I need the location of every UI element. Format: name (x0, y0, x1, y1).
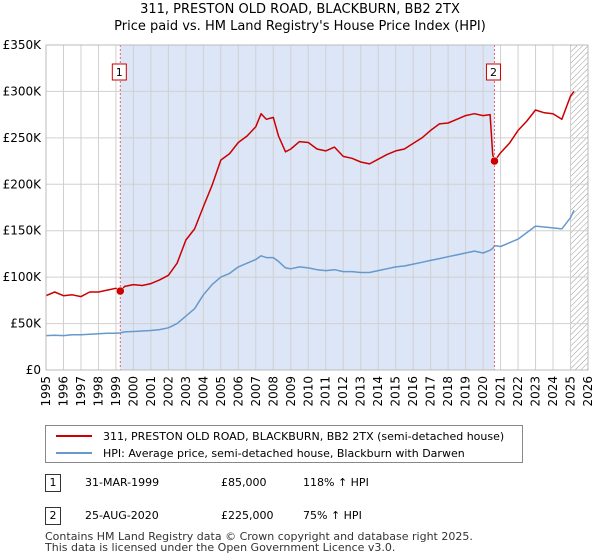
x-tick-label: 2005 (214, 376, 228, 407)
sale-point (490, 156, 499, 166)
sale-date: 31-MAR-1999 (85, 476, 160, 489)
y-tick-label: £350K (3, 38, 43, 52)
legend-item-property: 311, PRESTON OLD ROAD, BLACKBURN, BB2 2T… (56, 428, 504, 444)
sale-number-badge: 2 (45, 507, 61, 525)
x-tick-label: 2001 (144, 376, 158, 407)
x-tick-label: 1996 (56, 376, 70, 407)
x-tick-label: 2017 (424, 376, 438, 407)
y-tick-label: £0 (26, 363, 41, 377)
x-tick-label: 2007 (249, 376, 263, 407)
x-tick-label: 2013 (354, 376, 368, 407)
sale-row: 1 31-MAR-1999 £85,000 118% ↑ HPI (45, 474, 445, 494)
x-tick-label: 2010 (301, 376, 315, 407)
x-tick-label: 1998 (91, 376, 105, 407)
sale-hpi-change: 75% ↑ HPI (303, 509, 362, 522)
chart-title-line1: 311, PRESTON OLD ROAD, BLACKBURN, BB2 2T… (140, 2, 460, 17)
x-tick-label: 2000 (126, 376, 140, 407)
hpi-line (45, 209, 575, 337)
sale-hpi-change: 118% ↑ HPI (303, 476, 369, 489)
x-tick-label: 2014 (371, 376, 385, 407)
y-tick-label: £200K (3, 177, 43, 191)
legend-line-property (56, 435, 92, 437)
sale-point (116, 286, 125, 296)
y-tick-label: £150K (3, 224, 43, 238)
property-price-line (45, 90, 575, 298)
footer-copyright: Contains HM Land Registry data © Crown c… (45, 530, 473, 543)
y-tick-label: £300K (3, 84, 43, 98)
x-tick-label: 2022 (511, 376, 525, 407)
x-tick-label: 2011 (319, 376, 333, 407)
y-tick-label: £100K (3, 270, 43, 284)
ownership-highlight-band (120, 45, 495, 370)
x-tick-label: 2004 (196, 376, 210, 407)
footer: Contains HM Land Registry data © Crown c… (45, 531, 473, 553)
sale-number-badge: 1 (45, 474, 61, 492)
x-tick-label: 2018 (441, 376, 455, 407)
x-tick-label: 1999 (109, 376, 123, 407)
sale-price: £225,000 (221, 509, 274, 522)
sale-marker-box (111, 63, 127, 81)
sale-marker-label: 1 (116, 66, 123, 79)
chart-title-line2: Price paid vs. HM Land Registry's House … (114, 19, 486, 34)
x-tick-label: 2015 (389, 376, 403, 407)
x-tick-label: 2021 (494, 376, 508, 407)
legend-item-hpi: HPI: Average price, semi-detached house,… (56, 445, 465, 461)
x-tick-label: 2006 (231, 376, 245, 407)
x-tick-label: 2012 (336, 376, 350, 407)
sale-date: 25-AUG-2020 (85, 509, 159, 522)
x-tick-label: 2020 (476, 376, 490, 407)
x-tick-label: 2024 (546, 376, 560, 407)
sale-marker-box (485, 63, 501, 81)
y-tick-label: £250K (3, 131, 43, 145)
legend: 311, PRESTON OLD ROAD, BLACKBURN, BB2 2T… (45, 425, 523, 463)
price-chart: 1 2 £0 £50K £100K £150K £200K £250K £300K £350K 1… (3, 38, 595, 407)
x-tick-label: 2023 (529, 376, 543, 407)
x-tick-label: 1997 (74, 376, 88, 407)
y-tick-label: £50K (10, 317, 42, 331)
x-tick-label: 1995 (39, 376, 53, 407)
sale-price: £85,000 (221, 476, 267, 489)
forecast-hatch-region (570, 45, 588, 370)
x-tick-label: 2003 (179, 376, 193, 407)
legend-line-hpi (56, 452, 92, 454)
sale-marker-label: 2 (490, 66, 497, 79)
x-tick-label: 2025 (564, 376, 578, 407)
plot-frame (45, 44, 589, 371)
x-tick-label: 2002 (161, 376, 175, 407)
legend-label-hpi: HPI: Average price, semi-detached house,… (103, 446, 465, 460)
x-tick-label: 2009 (284, 376, 298, 407)
x-tick-label: 2019 (459, 376, 473, 407)
footer-licence: This data is licensed under the Open Gov… (45, 541, 396, 554)
x-tick-label: 2008 (266, 376, 280, 407)
legend-label-property: 311, PRESTON OLD ROAD, BLACKBURN, BB2 2T… (103, 429, 505, 443)
sale-row: 2 25-AUG-2020 £225,000 75% ↑ HPI (45, 507, 445, 527)
x-tick-label: 2026 (581, 376, 595, 407)
x-tick-label: 2016 (406, 376, 420, 407)
